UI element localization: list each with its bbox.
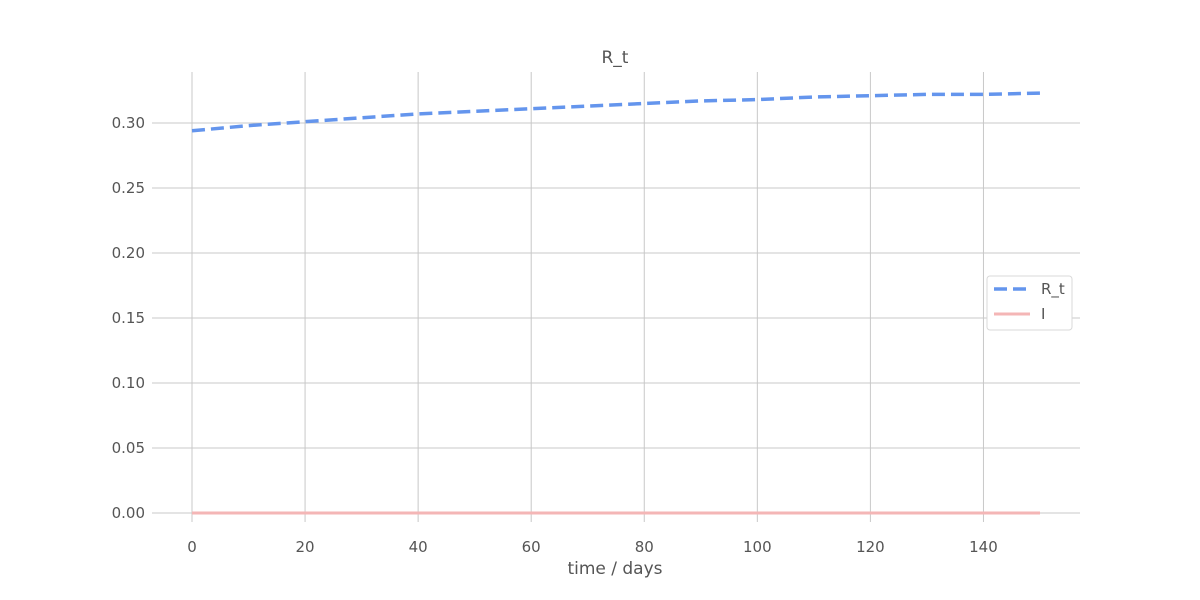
y-tick-label: 0.25 bbox=[112, 179, 145, 197]
x-tick-label: 100 bbox=[743, 538, 772, 556]
y-tick-labels: 0.00 0.05 0.10 0.15 0.20 0.25 0.30 bbox=[112, 114, 145, 522]
x-tick-labels: 0 20 40 60 80 100 120 140 bbox=[187, 538, 998, 556]
x-tick-label: 120 bbox=[856, 538, 885, 556]
chart-title: R_t bbox=[602, 48, 629, 68]
x-tick-label: 20 bbox=[296, 538, 315, 556]
y-tick-label: 0.00 bbox=[112, 504, 145, 522]
legend-label-i: I bbox=[1041, 305, 1045, 323]
y-tick-label: 0.15 bbox=[112, 309, 145, 327]
x-tick-label: 80 bbox=[635, 538, 654, 556]
series-line-r-t bbox=[191, 91, 1041, 133]
legend-label-r-t: R_t bbox=[1041, 280, 1065, 299]
y-tick-label: 0.10 bbox=[112, 374, 145, 392]
series-lines bbox=[191, 91, 1041, 515]
x-tick-label: 60 bbox=[522, 538, 541, 556]
x-tick-label: 140 bbox=[969, 538, 998, 556]
legend-box bbox=[986, 275, 1073, 331]
grid-lines bbox=[152, 72, 1080, 522]
x-axis-title: time / days bbox=[567, 559, 662, 579]
x-tick-label: 0 bbox=[187, 538, 197, 556]
y-tick-label: 0.20 bbox=[112, 244, 145, 262]
legend: R_t I bbox=[986, 275, 1073, 331]
x-tick-label: 40 bbox=[409, 538, 428, 556]
y-tick-label: 0.05 bbox=[112, 439, 145, 457]
y-tick-label: 0.30 bbox=[112, 114, 145, 132]
